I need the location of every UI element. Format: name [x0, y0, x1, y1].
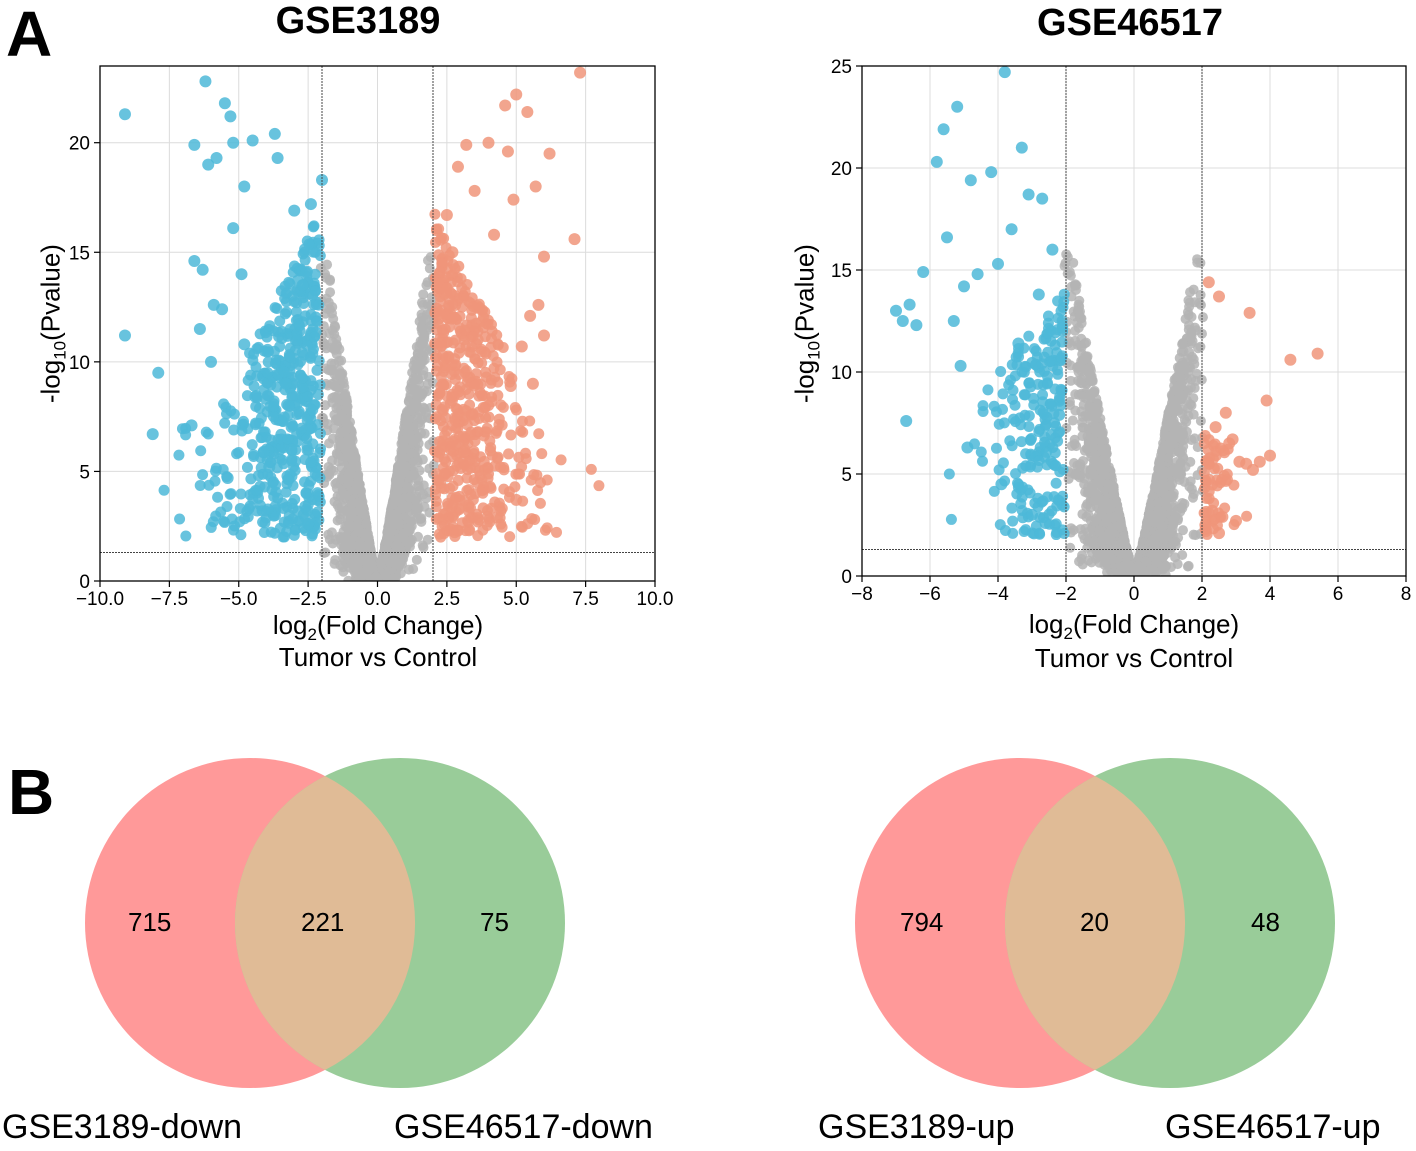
point-ns — [411, 502, 422, 513]
point-ns — [320, 400, 331, 411]
point-ns — [1192, 257, 1203, 268]
point-ns — [411, 554, 422, 565]
point-ns — [324, 438, 335, 449]
point-ns — [337, 500, 348, 511]
point-ns — [322, 419, 333, 430]
point-ns — [416, 309, 427, 320]
point-ns — [320, 272, 331, 283]
point-ns — [320, 363, 331, 374]
chart-title-gse3189: GSE3189 — [275, 0, 441, 42]
point-ns — [326, 464, 337, 475]
point-ns — [421, 280, 432, 291]
point-ns — [422, 534, 433, 545]
panel-a-label: A — [6, 0, 53, 70]
point-ns — [424, 263, 435, 274]
point-ns — [327, 325, 338, 336]
point-ns — [418, 289, 429, 300]
point-ns — [405, 492, 416, 503]
point-ns — [397, 503, 408, 514]
point-ns — [335, 514, 346, 525]
point-ns — [414, 465, 425, 476]
point-ns — [1067, 415, 1078, 426]
panel-b-label: B — [8, 756, 55, 828]
point-ns — [329, 558, 340, 569]
point-ns — [413, 480, 424, 491]
point-ns — [418, 542, 429, 553]
point-ns — [417, 322, 428, 333]
point-ns — [335, 491, 346, 502]
point-ns — [424, 507, 435, 518]
point-ns — [422, 255, 433, 266]
point-ns — [335, 368, 346, 379]
point-ns — [351, 479, 362, 490]
point-ns — [321, 293, 332, 304]
point-ns — [423, 371, 434, 382]
point-ns — [323, 529, 334, 540]
point-ns — [421, 493, 432, 504]
point-ns — [1065, 542, 1076, 553]
point-ns — [419, 403, 430, 414]
point-ns — [330, 534, 341, 545]
point-ns — [412, 371, 423, 382]
chart-title-gse46517: GSE46517 — [1037, 2, 1223, 44]
volcano-plot-gse3189: −10.0 −7.5 −5.0 −2.5 0.0 2.5 5.0 7.5 10.00510152… — [69, 65, 673, 610]
point-ns — [408, 564, 419, 575]
point-ns — [334, 356, 345, 367]
points-layer — [118, 66, 605, 581]
point-ns — [1172, 559, 1183, 570]
points-layer — [890, 66, 1324, 576]
